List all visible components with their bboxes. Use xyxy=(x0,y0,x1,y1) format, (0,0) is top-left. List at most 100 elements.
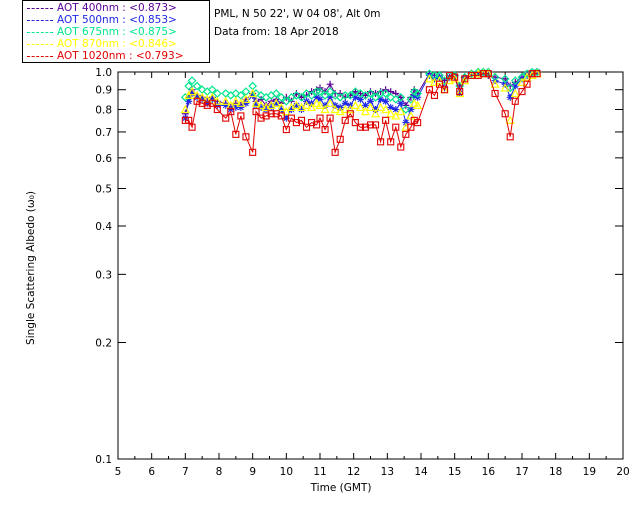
data-point-aot-1020nm xyxy=(249,148,257,156)
data-point-aot-1020nm xyxy=(346,110,354,118)
data-point-aot-400nm xyxy=(361,91,369,99)
data-point-aot-500nm xyxy=(313,93,321,101)
data-point-aot-1020nm xyxy=(382,116,390,124)
legend-item-675nm: AOT 675nm : <0.875> xyxy=(23,26,209,38)
data-point-aot-1020nm xyxy=(392,123,400,131)
data-point-aot-675nm xyxy=(307,91,316,100)
data-point-aot-870nm xyxy=(187,86,197,96)
data-point-aot-500nm xyxy=(441,84,449,92)
axes-group: 5 6 7 8 9 10 11 12 13 14 15 16 17 18 19 20 1.0 0.9 0.8 0.7 0… xyxy=(95,67,629,478)
data-point-aot-870nm xyxy=(510,88,520,98)
data-point-aot-500nm xyxy=(468,70,475,78)
data-point-aot-500nm xyxy=(185,97,193,105)
data-point-aot-1020nm xyxy=(451,73,459,81)
data-point-aot-500nm xyxy=(292,101,300,109)
legend-item-400nm: AOT 400nm : <0.873> xyxy=(23,2,209,14)
data-point-aot-500nm xyxy=(249,91,257,99)
data-point-aot-1020nm xyxy=(430,91,439,99)
data-point-aot-870nm xyxy=(281,106,291,116)
data-point-aot-500nm xyxy=(382,97,390,105)
data-point-aot-1020nm xyxy=(467,71,476,79)
y-tick-label-0.5: 0.5 xyxy=(95,183,112,195)
data-point-aot-1020nm xyxy=(262,112,270,120)
data-point-aot-500nm xyxy=(193,93,201,101)
data-point-aot-500nm xyxy=(387,103,395,111)
series-aot-1020nm xyxy=(181,70,541,156)
data-point-aot-870nm xyxy=(396,106,406,116)
data-point-aot-675nm xyxy=(366,89,375,98)
data-point-aot-1020nm xyxy=(227,108,235,116)
data-point-aot-1020nm xyxy=(257,114,265,122)
data-point-aot-675nm xyxy=(510,76,520,85)
data-point-aot-675nm xyxy=(325,87,335,96)
data-point-aot-870nm xyxy=(381,104,391,114)
data-point-aot-870nm xyxy=(413,100,423,109)
y-tick-label-0.7: 0.7 xyxy=(95,127,112,139)
data-point-aot-500nm xyxy=(351,93,359,101)
legend-label-500nm: AOT 500nm : <0.853> xyxy=(57,14,177,26)
data-point-aot-500nm xyxy=(316,95,324,103)
data-point-aot-675nm xyxy=(184,81,194,91)
data-point-aot-1020nm xyxy=(277,112,285,120)
data-point-aot-1020nm xyxy=(198,99,206,107)
data-point-aot-1020nm xyxy=(267,110,275,118)
y-tick-label-1.0: 1.0 xyxy=(95,67,112,79)
data-point-aot-500nm xyxy=(367,97,374,105)
data-point-aot-500nm xyxy=(277,106,285,114)
data-point-aot-675nm xyxy=(381,89,390,98)
data-point-aot-1020nm xyxy=(446,71,454,79)
data-point-aot-1020nm xyxy=(213,105,221,114)
data-point-aot-675nm xyxy=(517,72,527,82)
legend-swatch-1020nm xyxy=(27,56,53,57)
data-point-aot-500nm xyxy=(456,89,464,97)
data-point-aot-870nm xyxy=(241,94,251,103)
data-point-aot-1020nm xyxy=(441,86,449,94)
data-point-aot-870nm xyxy=(371,108,381,118)
data-point-aot-675nm xyxy=(180,93,190,102)
data-point-aot-870nm xyxy=(325,98,335,107)
y-tick-label-0.3: 0.3 xyxy=(95,269,112,281)
data-point-aot-675nm xyxy=(248,81,258,91)
data-point-aot-1020nm xyxy=(331,148,339,156)
data-point-aot-870nm xyxy=(276,102,286,112)
data-point-aot-500nm xyxy=(257,103,265,111)
data-point-aot-1020nm xyxy=(313,121,321,129)
data-point-aot-870nm xyxy=(376,102,386,112)
x-tick-label-17: 17 xyxy=(515,466,528,478)
data-point-aot-870nm xyxy=(409,98,419,107)
data-point-aot-1020nm xyxy=(523,80,531,88)
data-point-aot-675nm xyxy=(371,93,380,102)
data-point-aot-870nm xyxy=(307,102,317,112)
x-tick-label-9: 9 xyxy=(249,466,256,478)
data-point-aot-1020nm xyxy=(308,119,316,127)
x-tick-label-11: 11 xyxy=(313,466,326,478)
data-point-aot-1020nm xyxy=(316,114,324,122)
data-point-aot-870nm xyxy=(500,83,510,92)
data-point-aot-500nm xyxy=(213,101,221,109)
data-date-text: Data from: 18 Apr 2018 xyxy=(214,26,339,38)
data-point-aot-1020nm xyxy=(484,70,492,78)
data-point-aot-500nm xyxy=(252,101,260,109)
data-point-aot-870nm xyxy=(315,100,325,109)
data-point-aot-870nm xyxy=(271,98,281,107)
legend-swatch-400nm xyxy=(27,8,53,9)
data-point-aot-675nm xyxy=(505,83,515,93)
legend-swatch-870nm xyxy=(27,44,53,45)
data-point-aot-675nm xyxy=(413,89,422,98)
data-point-aot-870nm xyxy=(251,98,261,107)
data-point-aot-675nm xyxy=(187,76,197,85)
data-point-aot-1020nm xyxy=(222,114,230,122)
y-tick-label-0.1: 0.1 xyxy=(95,454,112,466)
legend: AOT 400nm : <0.873> AOT 500nm : <0.853> … xyxy=(22,0,210,63)
data-point-aot-1020nm xyxy=(456,88,464,96)
data-point-aot-1020nm xyxy=(185,116,193,124)
data-point-aot-500nm xyxy=(272,99,280,107)
data-point-aot-675nm xyxy=(386,93,396,102)
data-point-aot-1020nm xyxy=(321,126,329,134)
data-point-aot-500nm xyxy=(232,103,240,111)
data-point-aot-1020nm xyxy=(188,123,196,131)
data-point-aot-500nm xyxy=(222,101,230,109)
data-point-aot-500nm xyxy=(227,106,235,114)
data-point-aot-870nm xyxy=(490,79,500,88)
data-point-aot-870nm xyxy=(248,88,258,98)
